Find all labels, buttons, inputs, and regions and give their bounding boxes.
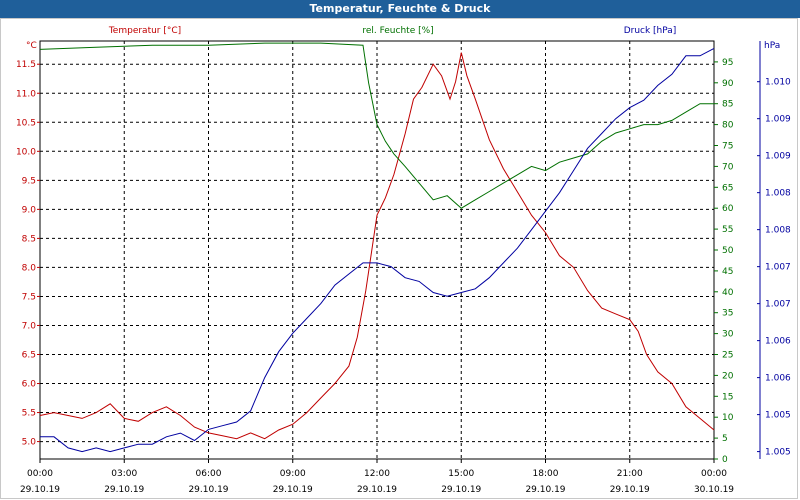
humidity-tick-label: 50 — [722, 246, 734, 256]
humidity-tick-label: 90 — [722, 79, 734, 89]
humidity-tick-label: 55 — [722, 225, 733, 235]
temperature-tick-label: 8.5 — [22, 234, 36, 244]
x-tick-date: 29.10.19 — [273, 485, 313, 495]
chart-frame — [0, 18, 798, 499]
temperature-tick-label: 11.0 — [16, 89, 36, 99]
pressure-tick-label: 1.006 — [765, 337, 791, 347]
temperature-tick-label: 9.0 — [22, 205, 37, 215]
humidity-tick-label: 15 — [722, 392, 733, 402]
humidity-tick-label: 45 — [722, 267, 733, 277]
pressure-tick-label: 1.008 — [765, 226, 791, 236]
humidity-tick-label: 40 — [722, 288, 734, 298]
x-tick-time: 12:00 — [364, 469, 390, 479]
temperature-tick-label: 7.0 — [22, 321, 37, 331]
pressure-tick-label: 1.005 — [765, 411, 791, 421]
x-tick-time: 15:00 — [448, 469, 474, 479]
humidity-tick-label: 80 — [722, 121, 734, 131]
humidity-tick-label: 70 — [722, 162, 734, 172]
temperature-unit: °C — [26, 41, 37, 51]
temperature-tick-label: 8.0 — [22, 263, 37, 273]
humidity-tick-label: 35 — [722, 309, 733, 319]
chart-title: Temperatur, Feuchte & Druck — [0, 0, 800, 18]
humidity-tick-label: 75 — [722, 142, 733, 152]
pressure-tick-label: 1.006 — [765, 374, 791, 384]
pressure-tick-label: 1.005 — [765, 448, 791, 458]
x-tick-time: 03:00 — [111, 469, 137, 479]
humidity-axis-label: rel. Feuchte [%] — [362, 26, 433, 36]
pressure-tick-label: 1.007 — [765, 300, 791, 310]
humidity-tick-label: 20 — [722, 371, 734, 381]
temperature-tick-label: 5.0 — [22, 438, 37, 448]
pressure-tick-label: 1.010 — [765, 78, 791, 88]
humidity-tick-label: 5 — [722, 434, 728, 444]
temperature-tick-label: 10.0 — [16, 147, 36, 157]
pressure-tick-label: 1.007 — [765, 263, 791, 273]
x-tick-date: 30.10.19 — [694, 485, 734, 495]
temperature-tick-label: 9.5 — [22, 176, 36, 186]
temperature-tick-label: 6.5 — [22, 351, 36, 361]
humidity-tick-label: 85 — [722, 100, 733, 110]
temperature-tick-label: 5.5 — [22, 409, 36, 419]
x-tick-time: 06:00 — [196, 469, 222, 479]
pressure-unit: hPa — [764, 41, 780, 51]
x-tick-date: 29.10.19 — [357, 485, 397, 495]
pressure-series-line — [40, 47, 715, 453]
pressure-tick-label: 1.008 — [765, 189, 791, 199]
temperature-tick-label: 7.5 — [22, 292, 36, 302]
humidity-tick-label: 95 — [722, 58, 733, 68]
humidity-tick-label: 65 — [722, 183, 733, 193]
humidity-series-line — [39, 42, 714, 209]
humidity-tick-label: 25 — [722, 351, 733, 361]
temperature-tick-label: 6.0 — [22, 380, 37, 390]
x-tick-date: 29.10.19 — [525, 485, 565, 495]
x-tick-time: 00:00 — [27, 469, 53, 479]
x-tick-time: 21:00 — [617, 469, 643, 479]
pressure-tick-label: 1.009 — [765, 152, 791, 162]
temperature-tick-label: 11.5 — [16, 60, 36, 70]
x-tick-date: 29.10.19 — [441, 485, 481, 495]
pressure-axis-label: Druck [hPa] — [624, 26, 677, 36]
x-tick-date: 29.10.19 — [188, 485, 228, 495]
x-tick-date: 29.10.19 — [20, 485, 60, 495]
humidity-tick-label: 60 — [722, 204, 734, 214]
temperature-tick-label: 10.5 — [16, 118, 36, 128]
temperature-series-line — [39, 52, 715, 440]
humidity-tick-label: 0 — [722, 455, 728, 465]
x-tick-time: 18:00 — [533, 469, 559, 479]
humidity-tick-label: 10 — [722, 413, 734, 423]
humidity-tick-label: 30 — [722, 330, 734, 340]
x-tick-time: 09:00 — [280, 469, 306, 479]
x-tick-date: 29.10.19 — [104, 485, 144, 495]
temperature-axis-label: Temperatur [°C] — [108, 26, 181, 36]
pressure-tick-label: 1.009 — [765, 115, 791, 125]
x-tick-time: 00:00 — [701, 469, 727, 479]
x-tick-date: 29.10.19 — [610, 485, 650, 495]
